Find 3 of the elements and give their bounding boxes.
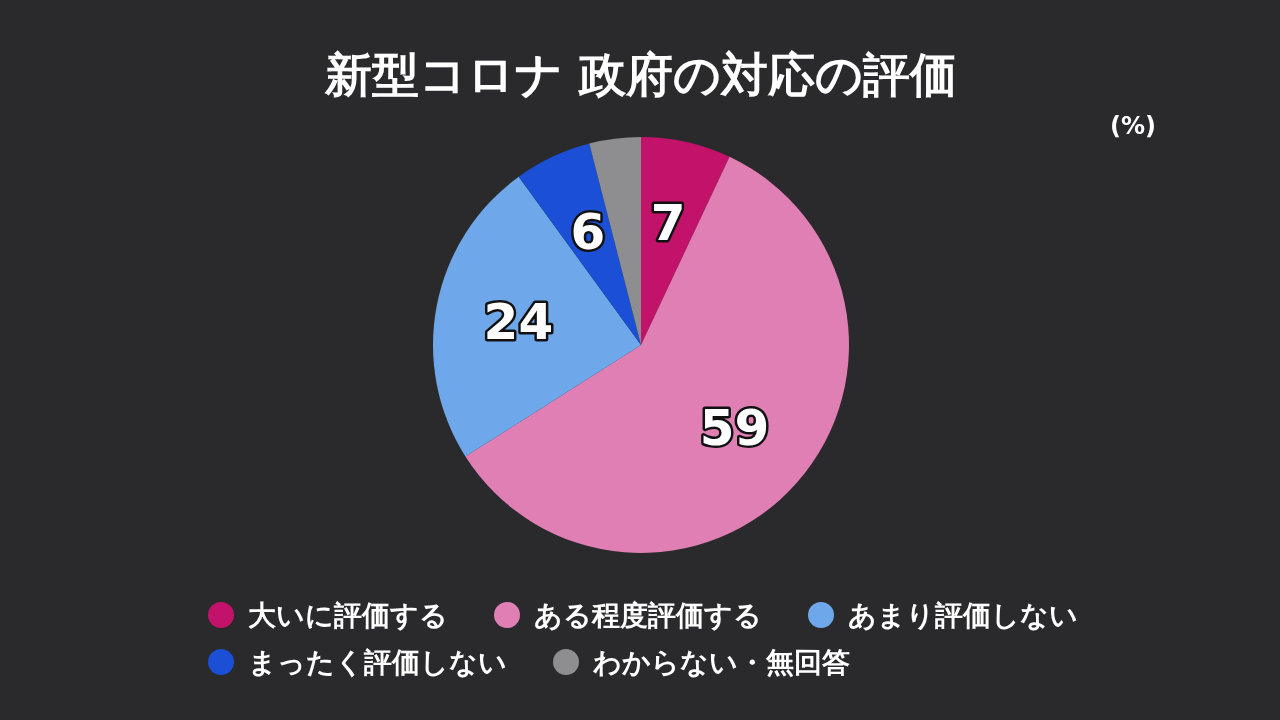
title: 新型コロナ 政府の対応の評価 [324, 47, 958, 102]
legend-label: 大いに評価する [248, 598, 448, 632]
annotation: (%) [1110, 112, 1156, 140]
